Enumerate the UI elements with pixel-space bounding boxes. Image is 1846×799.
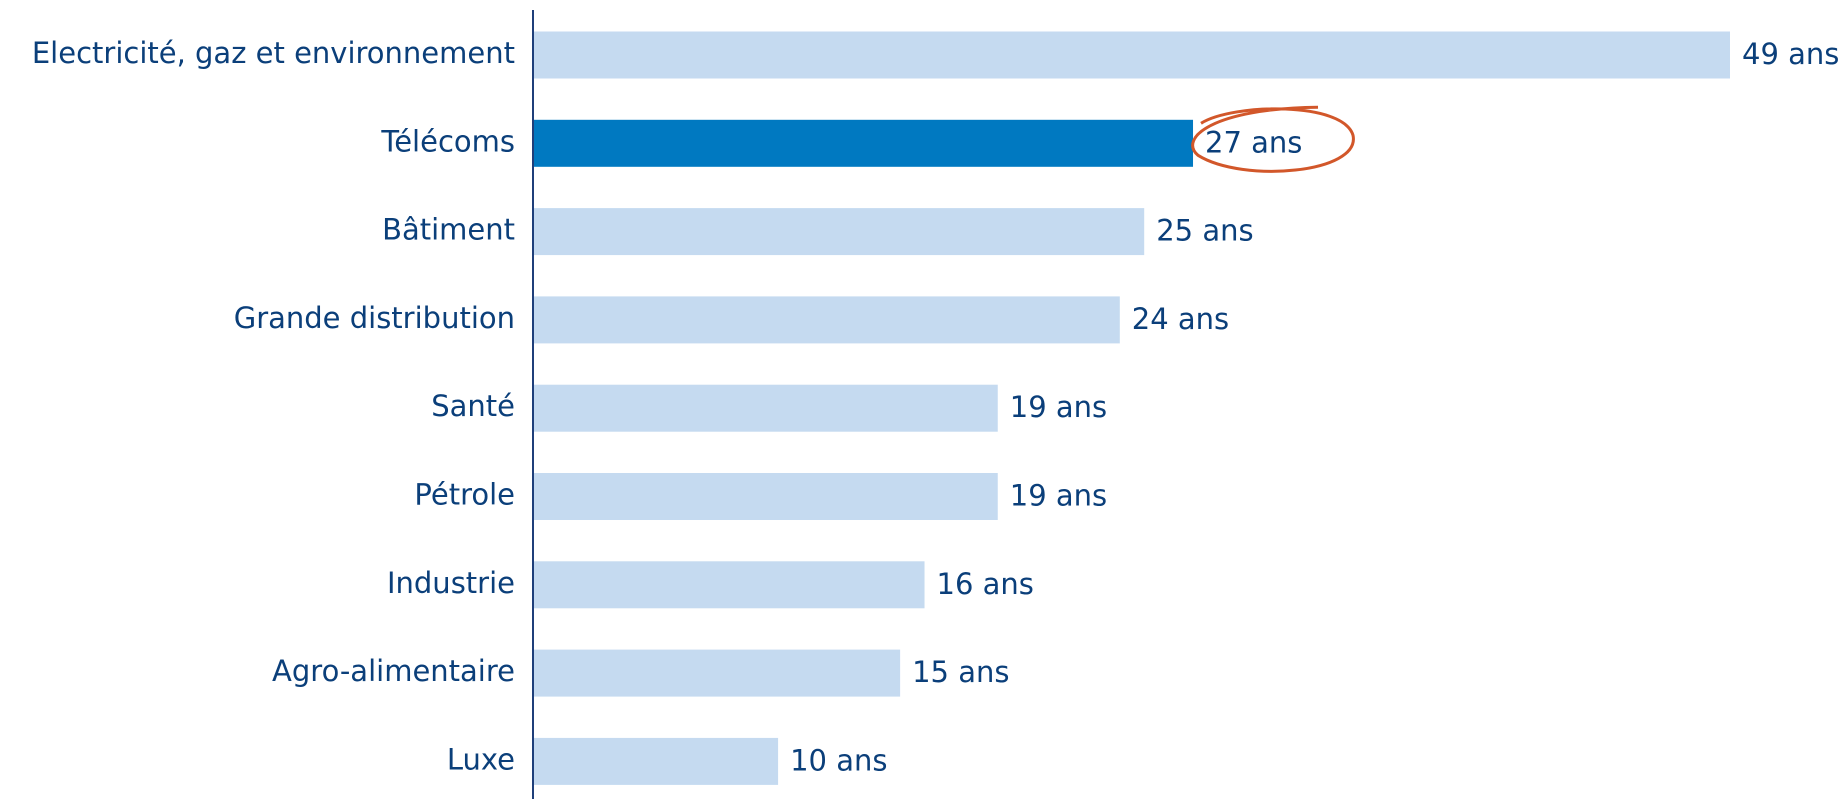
category-label: Grande distribution xyxy=(234,301,515,335)
bar xyxy=(534,208,1145,256)
value-label: 10 ans xyxy=(790,743,887,777)
category-label: Pétrole xyxy=(414,478,515,512)
bar xyxy=(534,561,925,609)
category-label: Industrie xyxy=(387,566,515,600)
bar xyxy=(534,737,779,785)
value-label-background xyxy=(1195,119,1314,167)
bar xyxy=(534,649,901,697)
value-label: 24 ans xyxy=(1132,302,1229,336)
bar xyxy=(534,384,998,432)
bar xyxy=(534,119,1194,167)
value-label: 16 ans xyxy=(937,567,1034,601)
value-label: 15 ans xyxy=(912,655,1009,689)
category-label: Télécoms xyxy=(380,124,515,158)
value-label: 25 ans xyxy=(1156,214,1253,248)
annotation-circle xyxy=(1191,105,1355,173)
value-label: 27 ans xyxy=(1205,125,1302,159)
bar xyxy=(534,296,1120,344)
category-label: Agro-alimentaire xyxy=(272,654,515,688)
value-label: 19 ans xyxy=(1010,479,1107,513)
category-label: Bâtiment xyxy=(382,213,515,247)
bar xyxy=(534,473,998,520)
bar xyxy=(534,31,1730,79)
value-label: 49 ans xyxy=(1742,37,1839,71)
category-label: Electricité, gaz et environnement xyxy=(32,36,515,70)
value-label: 19 ans xyxy=(1010,390,1107,424)
category-label: Luxe xyxy=(447,742,515,776)
category-label: Santé xyxy=(431,389,515,423)
